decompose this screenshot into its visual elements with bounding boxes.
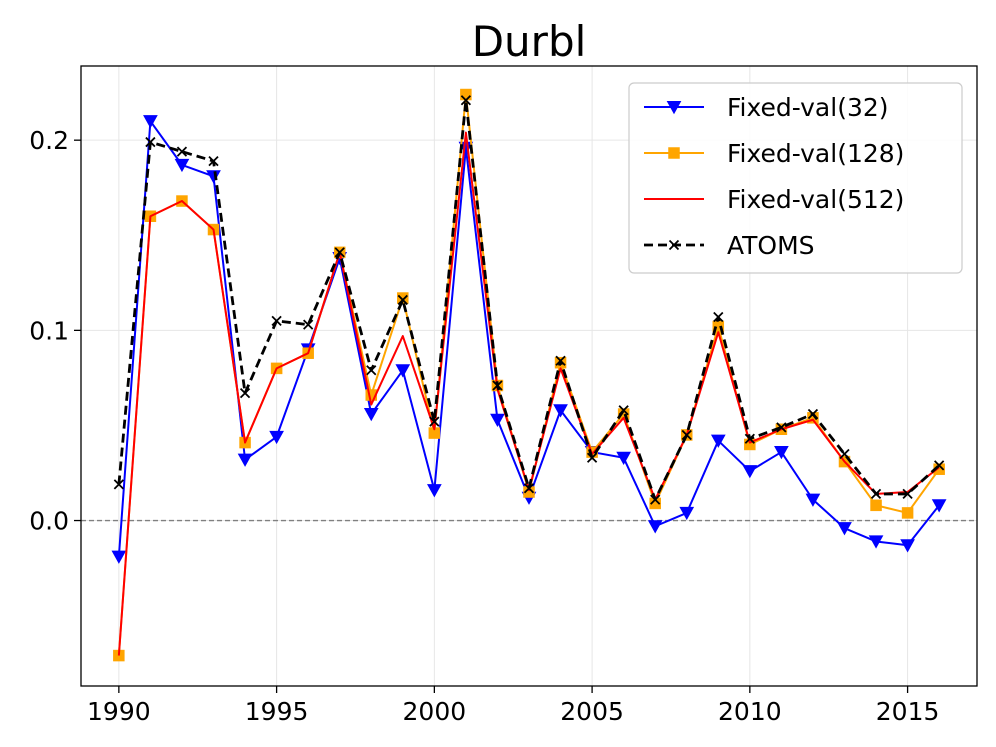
legend-label: Fixed-val(32): [727, 93, 889, 122]
data-point: [868, 535, 884, 549]
data-point: [334, 247, 345, 258]
legend-item-atoms: ATOMS: [644, 231, 815, 260]
data-point: [870, 499, 882, 512]
data-point: [616, 451, 631, 465]
x-tick-label: 1990: [87, 697, 151, 726]
data-point: [145, 136, 156, 148]
data-point: [206, 170, 221, 184]
data-point: [776, 422, 787, 433]
data-point: [710, 434, 726, 448]
axis-ticks: 1990 1995 2000 2005 2010 2015 0.0 0.1 0.2: [29, 126, 939, 726]
data-point: [143, 115, 158, 129]
data-point: [303, 319, 314, 330]
legend-label: ATOMS: [727, 231, 815, 260]
series-group: [111, 88, 947, 662]
chart-title: Durbl: [472, 17, 587, 66]
data-point: [807, 412, 819, 424]
data-point: [460, 88, 472, 101]
data-point: [239, 387, 251, 399]
x-tick-label: 1995: [245, 697, 309, 726]
data-point: [837, 522, 852, 536]
legend-item-fixed-val-128: Fixed-val(128): [644, 139, 904, 168]
legend-marker: [668, 147, 680, 159]
data-point: [618, 405, 629, 416]
data-point: [681, 429, 692, 441]
legend-label: Fixed-val(128): [727, 139, 904, 168]
data-point: [397, 294, 408, 306]
legend-box: [628, 82, 963, 274]
series-fixed-val-512: [117, 131, 940, 656]
x-tick-label: 2005: [560, 697, 624, 726]
data-point: [492, 380, 503, 391]
data-point: [395, 364, 411, 378]
data-point: [460, 95, 472, 106]
legend: Fixed-val(32) Fixed-val(128) Fixed-val(512…: [628, 82, 963, 274]
data-point: [363, 408, 379, 422]
data-point: [427, 484, 442, 498]
data-point: [490, 413, 505, 427]
data-point: [113, 479, 124, 490]
data-point: [934, 460, 945, 471]
data-point: [870, 488, 882, 500]
x-tick-label: 2000: [403, 697, 467, 726]
data-point: [176, 146, 188, 157]
data-point: [744, 433, 755, 444]
x-tick-label: 2015: [876, 697, 940, 726]
data-point: [807, 408, 819, 420]
y-tick-label: 0.0: [29, 507, 69, 536]
data-point: [900, 539, 915, 553]
legend-item-fixed-val-512: Fixed-val(512): [644, 185, 904, 214]
data-point: [237, 453, 253, 467]
y-tick-label: 0.1: [29, 316, 69, 345]
data-point: [397, 292, 409, 304]
data-point: [208, 155, 219, 167]
legend-marker: [668, 239, 680, 251]
x-tick-label: 2010: [718, 697, 782, 726]
data-point: [742, 465, 758, 479]
data-point: [269, 430, 284, 445]
data-point: [111, 550, 127, 564]
series-atoms: [113, 95, 945, 505]
data-point: [805, 493, 821, 507]
data-point: [901, 507, 914, 519]
data-point: [553, 404, 568, 418]
data-point: [902, 488, 913, 500]
data-point: [650, 494, 661, 505]
data-point: [174, 158, 190, 173]
data-point: [647, 520, 663, 534]
data-point: [586, 452, 598, 463]
data-point: [839, 448, 850, 460]
series-line-atoms: [117, 98, 941, 502]
data-point: [429, 416, 440, 427]
data-point: [679, 506, 695, 521]
legend-label: Fixed-val(512): [727, 185, 904, 214]
legend-item-fixed-val-32: Fixed-val(32): [644, 93, 889, 122]
data-point: [713, 311, 724, 323]
y-tick-label: 0.2: [29, 126, 69, 155]
data-point: [931, 499, 947, 513]
data-point: [774, 446, 789, 460]
data-point: [555, 355, 566, 366]
data-point: [366, 365, 377, 376]
data-point: [523, 483, 535, 494]
legend-marker: [666, 100, 682, 115]
series-line-fixed-val-512: [117, 131, 940, 656]
data-point: [271, 315, 282, 326]
plot-frame: [80, 65, 978, 687]
